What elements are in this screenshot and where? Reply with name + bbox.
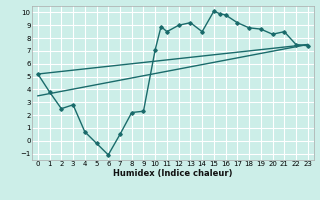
X-axis label: Humidex (Indice chaleur): Humidex (Indice chaleur) [113, 169, 233, 178]
